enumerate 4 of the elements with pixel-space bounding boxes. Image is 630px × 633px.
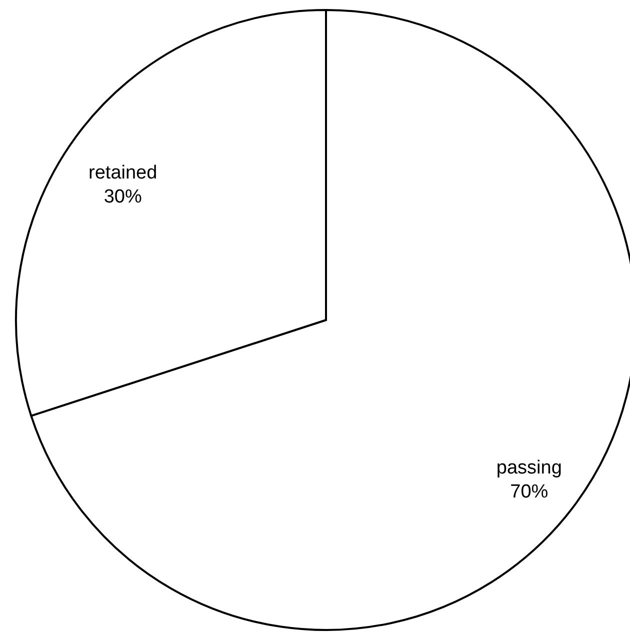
data-label: 30%: [104, 186, 142, 208]
slice-label: retained: [88, 162, 158, 184]
slice-label: passing: [496, 458, 562, 479]
data-label: 70%: [510, 482, 548, 503]
